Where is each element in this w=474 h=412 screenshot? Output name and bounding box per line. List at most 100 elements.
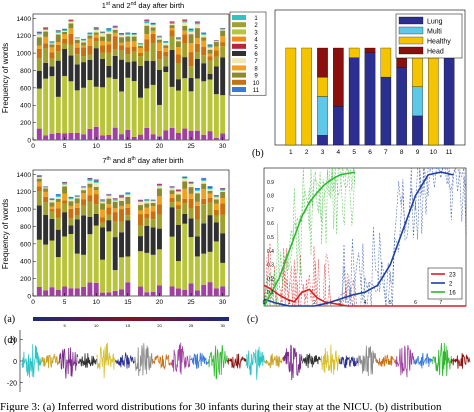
bar-segment [106,134,112,140]
bar-segment [49,198,55,200]
bar-segment [175,209,181,226]
bar-segment [144,51,150,61]
bar-segment [150,43,156,62]
bar-segment [175,54,181,64]
bar-segment [138,201,143,206]
bar-segment [396,67,407,146]
bar-segment [188,28,194,30]
legend-label: 5 [254,45,258,51]
y-tick-label: 20 [9,338,17,345]
legend-label: 1 [254,16,258,22]
bar-segment [138,43,143,45]
bar-segment [93,27,99,29]
bar-segment [62,34,68,39]
bar-segment [144,203,150,208]
bar-segment [201,178,207,180]
panel-a-bottom: 7th and 8th day after birth 020040060080… [1,156,230,306]
y-tick-label: 200 [20,276,31,283]
bar-segment [220,214,226,234]
bar-segment [68,199,74,202]
trace-segment [114,352,135,369]
bar-segment [156,285,162,296]
bar-segment [188,218,194,238]
bar-segment [201,177,207,179]
bar-segment [220,57,226,96]
bar-segment [49,209,55,212]
bar-segment [36,178,42,182]
bar-segment [49,133,55,140]
bar-segment [125,34,131,37]
bar-segment [156,184,162,186]
bar-segment [68,288,74,296]
legend-label: 8 [254,66,258,72]
bar-segment [182,176,188,178]
bar-segment [220,28,226,30]
bar-segment [182,20,188,21]
legend-label: 2 [449,282,453,288]
bar-segment [36,45,42,50]
bar-segment [87,201,93,217]
bar-segment [106,204,112,208]
bar-segment [119,289,124,296]
bar-segment [55,30,61,32]
bar-segment [68,19,74,21]
bar-segment [213,50,219,57]
bar-segment [182,20,188,23]
bar-segment [36,181,42,187]
legend-swatch [232,79,246,85]
bar-segment [201,47,207,56]
bar-segment [112,198,118,200]
bar-segment [220,30,226,37]
chart-a-bottom-y-ticks: 0 200 400 600 800 1000 1200 1400 [17,172,36,301]
bar-segment [194,190,200,194]
bar-segment [220,95,226,134]
bar-segment [175,190,181,192]
bar-segment [68,23,74,29]
bar-segment [87,128,93,140]
bar-segment [182,30,188,35]
bar-segment [188,77,194,92]
panel-label-b: (b) [252,148,264,159]
bar-segment [93,204,99,214]
bar-segment [144,21,150,24]
bar-segment [207,46,213,48]
bar-segment [175,201,181,206]
bar-segment [201,63,207,82]
bar-segment [100,36,106,42]
bar-segment [207,202,213,216]
bar-segment [68,132,74,140]
bar-segment [285,47,297,146]
bar-segment [68,28,74,34]
bar-segment [163,48,169,52]
bar-segment [201,253,207,285]
y-tick-label: 400 [20,259,31,266]
bar-segment [43,202,49,216]
bar-segment [364,47,376,53]
bar-segment [62,75,68,134]
chart-a-top-bars [36,19,226,140]
bar-segment [112,208,118,213]
bar-segment [93,34,99,38]
bar-segment [119,33,124,35]
bar-segment [188,43,194,53]
bar-segment [119,134,124,140]
bar-segment [62,30,68,32]
bar-segment [119,221,124,233]
x-tick-label: 20 [156,143,164,150]
bar-segment [87,35,93,39]
bar-segment [36,286,42,296]
bar-segment [175,189,181,191]
bar-segment [207,189,213,191]
bar-segment [182,128,188,140]
bar-segment [144,218,150,226]
bar-segment [194,22,200,25]
legend-label: 2 [254,23,258,29]
bar-segment [119,91,124,135]
bar-segment [81,190,87,194]
bar-segment [188,283,194,296]
trace-segment [226,353,247,369]
bar-segment [138,205,143,211]
bar-segment [112,25,118,27]
bar-segment [119,195,124,197]
bar-segment [138,44,143,46]
